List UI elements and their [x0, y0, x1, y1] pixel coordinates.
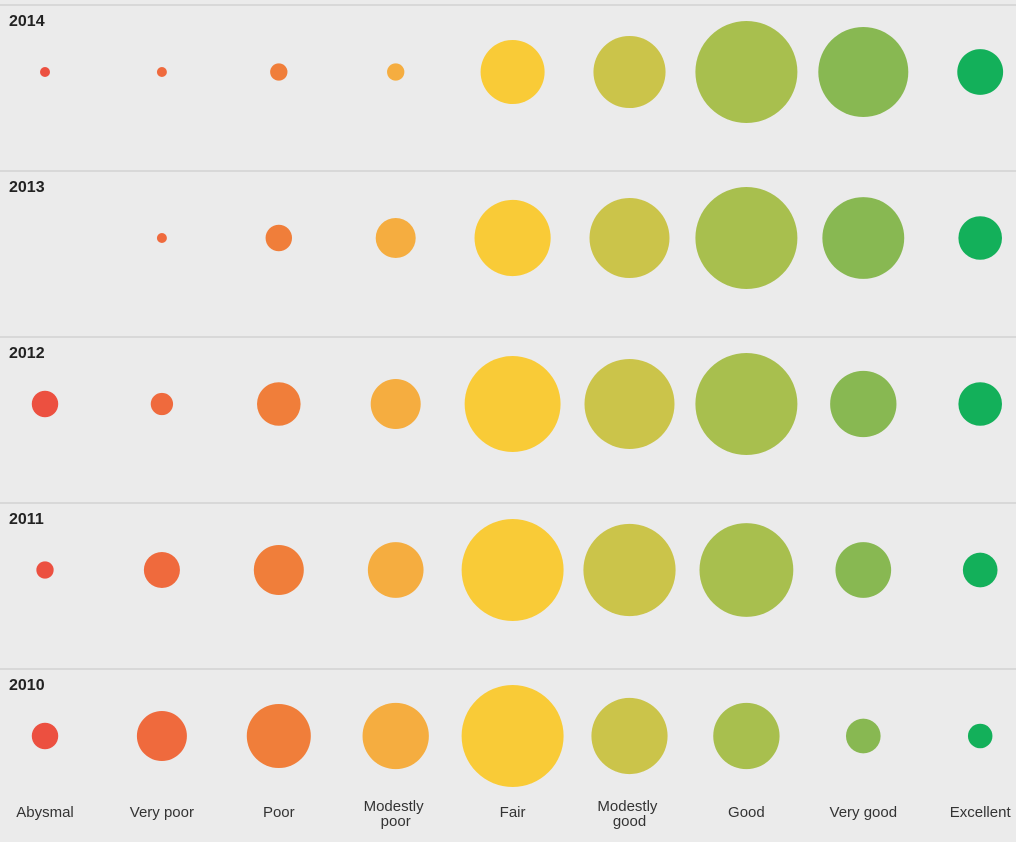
- category-label: Fair: [500, 804, 526, 821]
- year-label: 2014: [9, 13, 45, 30]
- bubble: [136, 710, 187, 762]
- bubble: [480, 39, 545, 105]
- bubble: [270, 63, 288, 81]
- bubble: [464, 356, 561, 452]
- bubble: [375, 217, 416, 259]
- bubble: [156, 232, 167, 244]
- year-label: 2011: [9, 511, 44, 528]
- bubble: [583, 523, 676, 617]
- bubble: [367, 542, 424, 598]
- bubble: [387, 63, 405, 81]
- bubble: [967, 723, 993, 749]
- bubble: [156, 66, 167, 78]
- category-label: Modestly good: [597, 798, 661, 830]
- bubble: [150, 392, 174, 416]
- bubble: [835, 542, 892, 598]
- bubble: [31, 722, 59, 750]
- bubble: [957, 49, 1004, 95]
- bubble: [253, 544, 304, 596]
- category-label: Good: [728, 804, 765, 821]
- bubble: [695, 353, 798, 455]
- year-label: 2010: [9, 677, 45, 694]
- bubble: [822, 197, 905, 279]
- category-label: Very good: [830, 804, 898, 821]
- bubble: [362, 702, 429, 770]
- bubble: [591, 697, 668, 775]
- category-label: Very poor: [130, 804, 194, 821]
- bubble: [699, 523, 794, 617]
- category-label: Excellent: [950, 804, 1012, 821]
- bubble: [474, 199, 551, 277]
- bubble: [695, 187, 798, 289]
- bubble: [265, 224, 293, 252]
- bubble: [713, 702, 780, 770]
- bubble: [461, 685, 564, 787]
- bubble: [958, 382, 1002, 426]
- bubble: [461, 519, 564, 621]
- category-label: Abysmal: [16, 804, 74, 821]
- bubble: [584, 358, 675, 450]
- year-label: 2012: [9, 345, 45, 362]
- year-label: 2013: [9, 179, 45, 196]
- bubble: [31, 390, 59, 418]
- bubble: [246, 703, 311, 769]
- bubble: [589, 197, 670, 279]
- category-label: Poor: [263, 804, 295, 821]
- bubble: [593, 35, 666, 109]
- bubble: [39, 66, 51, 78]
- bubble: [257, 382, 301, 426]
- category-label: Modestly poor: [364, 798, 428, 830]
- bubble: [36, 561, 54, 579]
- bubble: [958, 216, 1002, 260]
- bubble: [695, 21, 798, 123]
- bubble: [830, 370, 897, 438]
- bubble: [370, 378, 421, 430]
- bubble: [143, 551, 180, 589]
- bubble: [818, 26, 909, 118]
- bubble: [845, 718, 881, 754]
- bubble: [962, 552, 998, 588]
